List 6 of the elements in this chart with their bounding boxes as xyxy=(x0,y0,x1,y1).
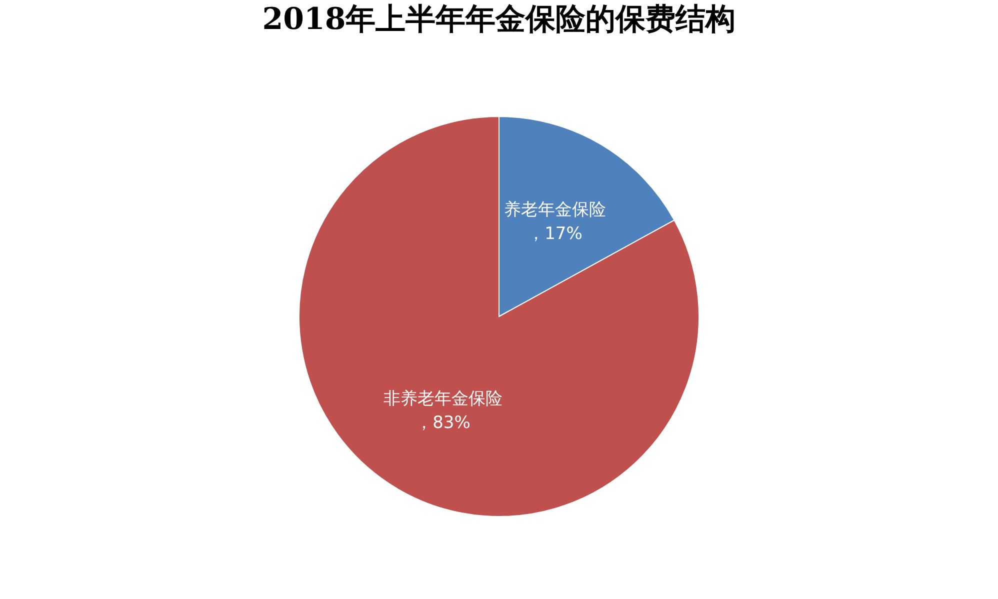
slice-label: 养老年金保险 xyxy=(504,200,606,220)
data-label: ，17% xyxy=(528,224,582,244)
pie-slice xyxy=(298,116,700,517)
slice-label: 非养老年金保险 xyxy=(384,389,503,410)
data-label: ，83% xyxy=(416,413,470,434)
chart-title: 2018年上半年年金保险的保费结构 xyxy=(262,2,736,37)
